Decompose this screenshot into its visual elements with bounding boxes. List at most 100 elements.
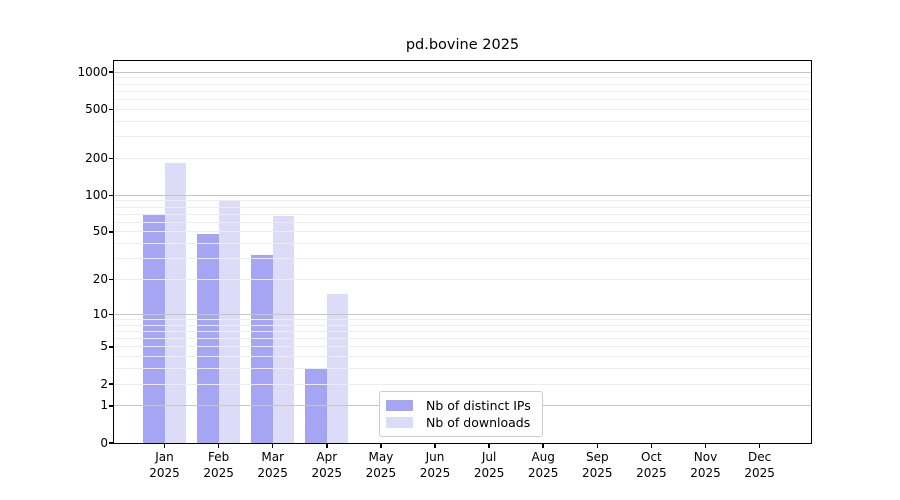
gridline-100 [114, 194, 811, 196]
x-tick-mark [217, 443, 220, 448]
gridline-6 [114, 338, 811, 340]
x-tick-label-nov: Nov 2025 [676, 450, 736, 481]
month-label: Jun [425, 450, 445, 464]
x-tick-label-oct: Oct 2025 [621, 450, 681, 481]
y-tick-mark [109, 346, 114, 348]
year-label: 2025 [690, 465, 721, 480]
gridline-500 [114, 108, 811, 110]
x-tick-mark [650, 443, 653, 448]
year-label: 2025 [257, 465, 288, 480]
gridline-80 [114, 206, 811, 208]
year-label: 2025 [582, 465, 613, 480]
gridline-4 [114, 356, 811, 358]
gridline-2 [114, 383, 811, 385]
gridline-8 [114, 324, 811, 326]
x-tick-mark [326, 443, 328, 448]
gridline-5 [114, 346, 811, 348]
distinct-ips-swatch-icon [386, 399, 413, 412]
y-tick-mark [109, 442, 114, 444]
year-label: 2025 [365, 465, 397, 480]
bar-downloads-feb [218, 200, 241, 443]
gridline-7 [114, 330, 811, 332]
y-tick-mark [109, 405, 114, 407]
x-tick-mark [542, 443, 544, 448]
x-tick-mark [488, 443, 490, 448]
gridline-300 [114, 136, 811, 138]
y-tick-label-500: 500 [85, 101, 108, 116]
year-label: 2025 [203, 465, 234, 480]
x-tick-mark [758, 443, 761, 448]
x-tick-mark [434, 443, 436, 448]
gridlines-layer [114, 61, 811, 443]
year-label: 2025 [419, 465, 451, 480]
x-tick-mark [271, 443, 274, 448]
gridline-200 [114, 157, 811, 159]
gridline-700 [114, 90, 811, 92]
bar-downloads-mar [272, 215, 295, 443]
gridline-9 [114, 318, 811, 320]
year-label: 2025 [149, 465, 180, 480]
year-label: 2025 [527, 465, 559, 480]
y-tick-label-0: 0 [100, 435, 108, 450]
month-label: Sep [585, 450, 609, 464]
bar-ips-jan [143, 214, 165, 443]
y-tick-mark [109, 231, 114, 233]
month-label: Aug [531, 450, 555, 464]
legend: Nb of distinct IPs Nb of downloads [379, 391, 543, 437]
x-tick-label-jul: Jul 2025 [459, 450, 519, 481]
legend-label-distinct-ips: Nb of distinct IPs [426, 398, 531, 413]
y-tick-label-2: 2 [100, 376, 108, 391]
year-label: 2025 [311, 465, 343, 480]
y-tick-label-1000: 1000 [77, 64, 108, 79]
y-tick-mark [109, 194, 114, 197]
y-tick-mark [109, 383, 114, 385]
x-tick-mark [163, 443, 166, 448]
month-label: Jan [155, 450, 174, 464]
month-label: Dec [747, 450, 772, 464]
y-tick-label-100: 100 [85, 187, 108, 202]
downloads-swatch-icon [386, 416, 413, 429]
gridline-3 [114, 368, 811, 370]
y-tick-mark [109, 71, 114, 73]
y-tick-label-20: 20 [92, 272, 108, 287]
legend-item-distinct-ips: Nb of distinct IPs [386, 398, 534, 413]
year-label: 2025 [473, 465, 505, 480]
month-label: May [368, 450, 394, 464]
x-tick-label-jun: Jun 2025 [405, 450, 465, 481]
month-label: Nov [693, 450, 718, 464]
gridline-20 [114, 279, 811, 281]
legend-label-downloads: Nb of downloads [426, 415, 531, 430]
month-label: Apr [316, 450, 338, 464]
gridline-10 [114, 313, 811, 315]
y-tick-mark [109, 108, 114, 111]
gridline-900 [114, 77, 811, 79]
bar-downloads-jan [164, 163, 186, 443]
x-tick-mark [704, 443, 707, 448]
legend-item-downloads: Nb of downloads [386, 415, 534, 430]
gridline-600 [114, 99, 811, 101]
month-label: Feb [207, 450, 230, 464]
gridline-1000 [114, 71, 811, 73]
y-tick-label-5: 5 [100, 339, 108, 354]
gridline-800 [114, 83, 811, 85]
y-tick-label-200: 200 [85, 150, 108, 165]
y-tick-mark [109, 157, 114, 160]
x-tick-label-apr: Apr 2025 [297, 450, 357, 481]
year-label: 2025 [636, 465, 667, 480]
y-tick-label-10: 10 [92, 306, 108, 321]
y-tick-mark [109, 278, 114, 281]
y-tick-mark [109, 313, 114, 316]
x-tick-label-aug: Aug 2025 [513, 450, 573, 481]
y-tick-label-1: 1 [100, 398, 108, 413]
y-tick-label-50: 50 [92, 224, 108, 239]
gridline-60 [114, 221, 811, 223]
month-label: Jul [481, 450, 497, 464]
chart-title: pd.bovine 2025 [405, 37, 520, 53]
gridline-40 [114, 243, 811, 245]
x-tick-label-mar: Mar 2025 [243, 450, 303, 481]
gridline-50 [114, 231, 811, 233]
year-label: 2025 [744, 465, 775, 480]
gridline-70 [114, 213, 811, 215]
month-label: Oct [641, 450, 662, 464]
